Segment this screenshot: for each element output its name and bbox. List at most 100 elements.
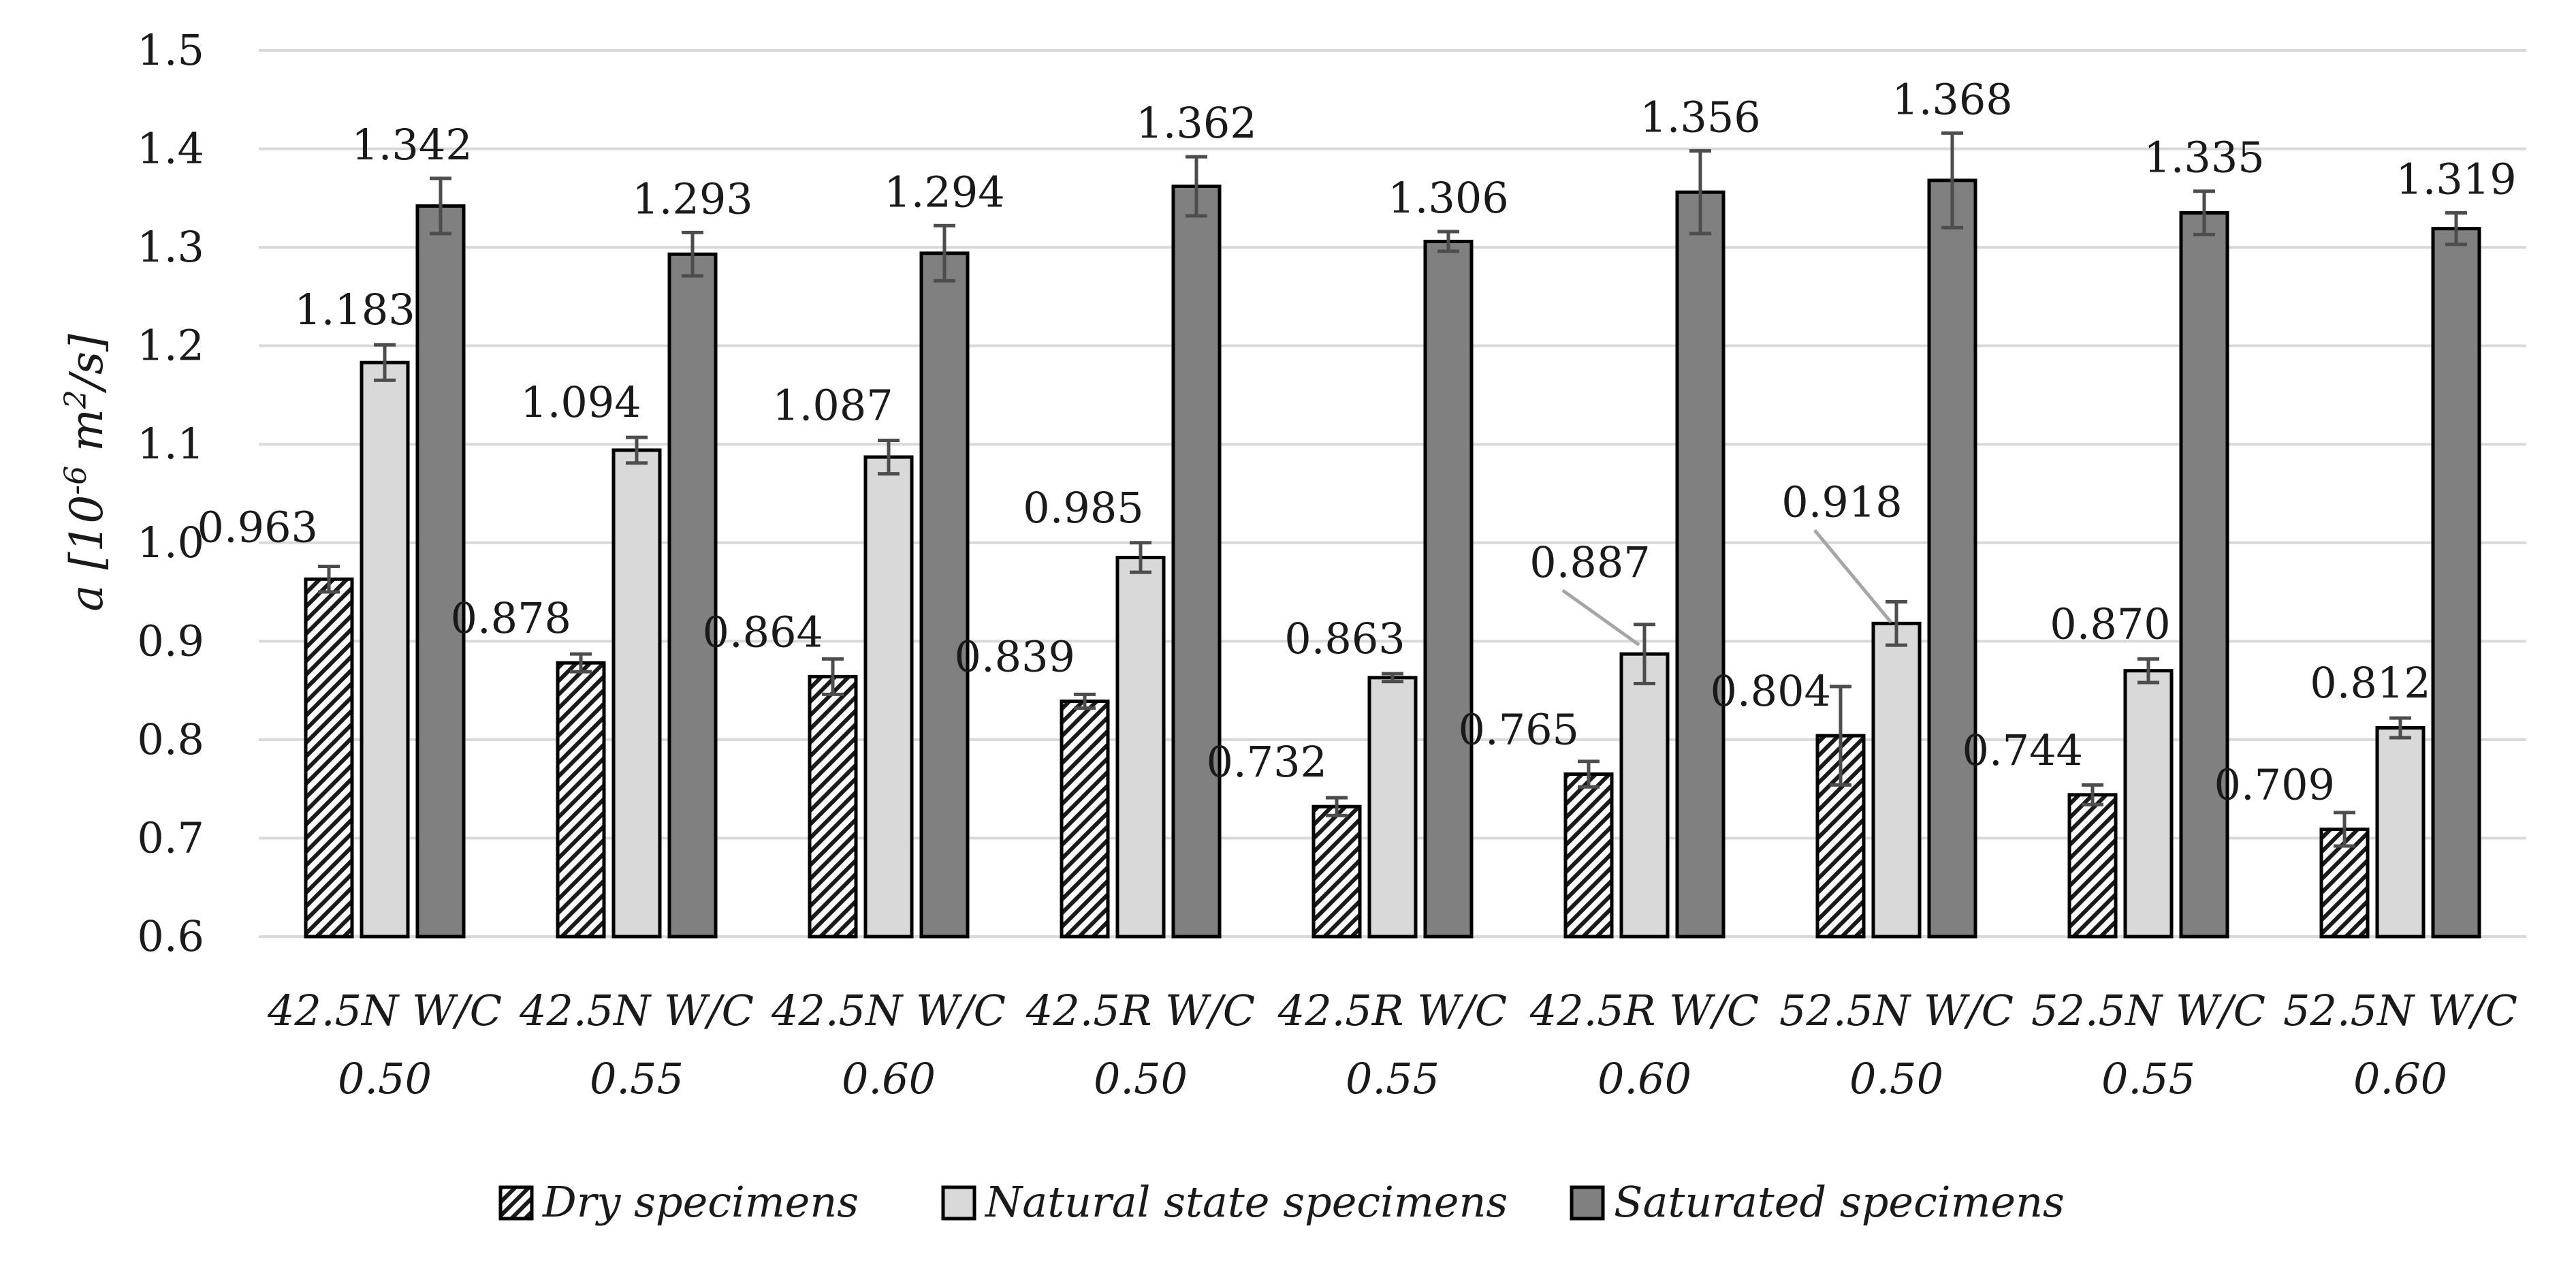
category-label-line1: 42.5N W/C <box>771 986 1006 1035</box>
y-axis-unit-mid: m <box>61 409 113 466</box>
category-label-line1: 42.5R W/C <box>1277 986 1508 1035</box>
y-tick-label: 1.4 <box>137 124 204 174</box>
data-label: 0.709 <box>2214 759 2336 809</box>
data-labels: 0.963 1.183 1.342 0.878 1.094 1.293 0.864 1.087… <box>197 74 2517 809</box>
data-label: 1.293 <box>632 174 753 223</box>
y-tick-label: 1.0 <box>137 518 204 567</box>
y-tick-label: 1.3 <box>137 222 204 272</box>
bar <box>808 674 858 939</box>
y-tick-label: 0.7 <box>137 813 204 862</box>
y-axis-symbol: a <box>61 584 113 611</box>
bar <box>1619 652 1670 939</box>
category-label-line1: 52.5N W/C <box>2031 986 2265 1035</box>
data-label: 1.362 <box>1136 98 1257 148</box>
bar <box>863 455 914 939</box>
bar <box>1115 555 1166 939</box>
data-label: 0.985 <box>1023 483 1144 533</box>
data-label: 1.335 <box>2144 133 2265 183</box>
category-label-line2: 0.55 <box>590 1054 684 1103</box>
bar <box>415 204 466 939</box>
legend-swatch <box>941 1185 976 1221</box>
legend-swatch <box>1570 1185 1605 1221</box>
y-tick-label: 0.9 <box>137 616 204 665</box>
data-label: 1.183 <box>294 285 415 334</box>
category-label-line1: 52.5N W/C <box>1779 986 2014 1035</box>
data-label: 1.368 <box>1892 74 2013 124</box>
bar <box>2375 726 2426 939</box>
bar <box>1927 178 1977 939</box>
data-label: 1.294 <box>884 167 1005 217</box>
bar <box>919 251 970 939</box>
y-axis-unit-open: [10 <box>61 495 113 570</box>
data-label: 1.087 <box>772 380 893 430</box>
y-tick-label: 1.5 <box>137 25 204 75</box>
y-tick-label: 1.1 <box>137 419 204 469</box>
legend-label: Natural state specimens <box>984 1177 1508 1227</box>
data-label: 0.732 <box>1207 737 1328 787</box>
bar <box>1675 190 1726 939</box>
data-label: 0.870 <box>2050 599 2171 648</box>
bar <box>1423 239 1474 939</box>
bar <box>1367 676 1418 939</box>
category-label-line1: 42.5N W/C <box>519 986 754 1035</box>
bars <box>304 178 2481 939</box>
category-label-line1: 42.5R W/C <box>1529 986 1760 1035</box>
bar <box>1171 184 1222 939</box>
data-label: 0.839 <box>955 632 1076 682</box>
legend: Dry specimens Natural state specimens Satu… <box>498 1177 2065 1227</box>
data-label: 0.864 <box>703 607 824 657</box>
bar <box>611 448 662 939</box>
data-label: 0.878 <box>451 593 572 643</box>
category-label-line2: 0.50 <box>338 1054 432 1103</box>
legend-swatch <box>498 1185 534 1221</box>
category-label-line2: 0.60 <box>842 1054 936 1103</box>
data-label: 0.887 <box>1529 537 1651 587</box>
y-axis-unit-exp1: -6 <box>59 466 93 495</box>
category-label-line2: 0.55 <box>1346 1054 1440 1103</box>
y-axis-unit-exp2: 2 <box>59 390 93 409</box>
data-label: 1.356 <box>1640 92 1761 142</box>
data-label: 1.319 <box>2396 155 2517 204</box>
category-label-line2: 0.60 <box>1597 1054 1691 1103</box>
category-label-line2: 0.50 <box>1094 1054 1188 1103</box>
bar <box>2431 227 2481 939</box>
leader-line <box>1561 589 1640 646</box>
category-label-line2: 0.55 <box>2101 1054 2195 1103</box>
y-tick-label: 0.8 <box>137 715 204 764</box>
legend-label: Saturated specimens <box>1614 1177 2065 1227</box>
data-label: 1.342 <box>351 120 473 170</box>
bar <box>304 577 354 939</box>
category-label-line2: 0.60 <box>2353 1054 2447 1103</box>
bar <box>1563 772 1614 939</box>
data-label: 0.812 <box>2310 658 2431 708</box>
data-label: 1.306 <box>1388 173 1509 223</box>
bar <box>2123 669 2174 939</box>
y-axis-ticks: 0.6 0.7 0.8 0.9 1.0 1.1 1.2 1.3 1.4 1.5 <box>137 25 204 961</box>
data-label: 1.094 <box>520 377 641 427</box>
bar <box>1311 804 1362 939</box>
y-axis-title: a [10-6 m2/s] <box>59 334 113 612</box>
error-bars <box>318 131 2467 848</box>
y-tick-label: 0.6 <box>137 911 204 961</box>
data-label: 0.918 <box>1781 477 1903 527</box>
y-tick-label: 1.2 <box>137 321 204 371</box>
category-label-line1: 52.5N W/C <box>2283 986 2517 1035</box>
category-label-line1: 42.5N W/C <box>267 986 502 1035</box>
bar <box>2067 793 2118 939</box>
data-label: 0.804 <box>1711 666 1832 716</box>
bar <box>360 360 410 939</box>
x-axis-categories: 42.5N W/C 0.50 42.5N W/C 0.55 42.5N W/C 0.60 4… <box>267 986 2517 1103</box>
category-label-line1: 42.5R W/C <box>1025 986 1256 1035</box>
bar <box>556 661 606 939</box>
bar <box>667 252 718 939</box>
leader-lines <box>1561 529 1892 646</box>
category-label-line2: 0.50 <box>1849 1054 1943 1103</box>
bar <box>1060 700 1110 939</box>
leader-line <box>1813 529 1892 624</box>
bar <box>2179 211 2229 939</box>
data-label: 0.963 <box>197 502 319 552</box>
data-label: 0.744 <box>1962 725 2084 775</box>
data-label: 0.765 <box>1459 704 1580 754</box>
